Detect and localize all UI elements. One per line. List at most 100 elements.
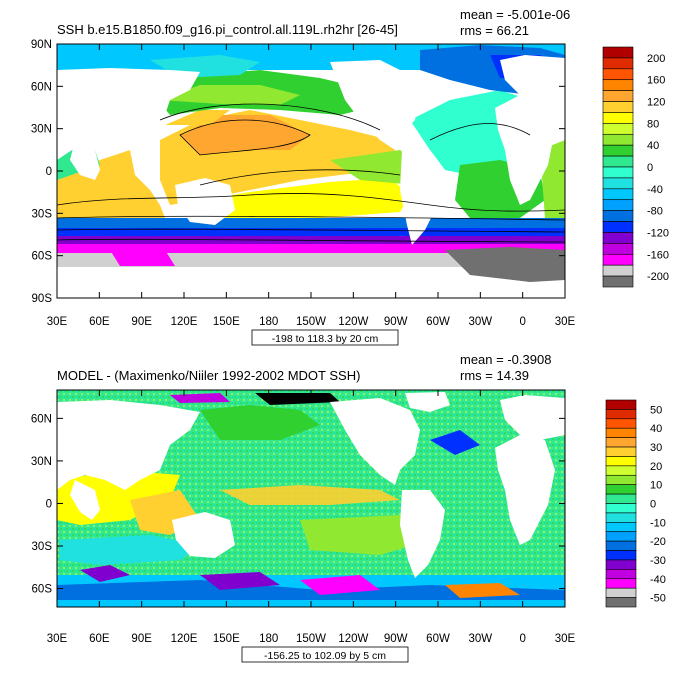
ssh-colorbar-swatch (602, 79, 634, 91)
diff-colorbar-swatch (605, 474, 637, 485)
land-australia (172, 512, 235, 558)
ssh-panel: SSH b.e15.B1850.f09_g16.pi_control.all.1… (31, 7, 669, 346)
diff-lon-label: 30E (555, 633, 576, 645)
diff-colorbar-label: 30 (650, 442, 662, 454)
ssh-lon-label: 180 (259, 316, 278, 328)
diff-colorbar-label: -10 (650, 517, 666, 529)
diff-colorbar-swatch (605, 493, 637, 504)
ssh-lon-label: 60E (89, 316, 110, 328)
diff-title: MODEL - (Maximenko/Niiler 1992-2002 MDOT… (57, 368, 360, 383)
ssh-colorbar-label: -200 (647, 271, 669, 283)
ssh-colorbar-swatch (602, 155, 634, 168)
diff-lat-label: 30N (31, 456, 52, 468)
ssh-lat-label: 30N (31, 124, 52, 136)
ssh-colorbar-label: 120 (647, 97, 665, 109)
diff-colorbar-label: 0 (650, 499, 656, 511)
ssh-region (165, 110, 230, 125)
diff-colorbar-swatch (605, 437, 637, 448)
ssh-rms: rms = 66.21 (460, 23, 529, 38)
diff-colorbar-swatch (605, 522, 637, 533)
land-greenland (405, 392, 450, 412)
ssh-colorbar-label: -40 (647, 184, 663, 196)
ssh-band (57, 244, 565, 253)
ssh-colorbar-swatch (602, 101, 634, 113)
diff-lon-label: 30W (469, 633, 493, 645)
ssh-colorbar-swatch (602, 199, 634, 211)
diff-lon-label: 60E (89, 633, 110, 645)
ssh-lat-label: 90S (32, 293, 53, 305)
diff-region (170, 393, 230, 403)
diff-colorbar-swatch (605, 578, 637, 589)
land-india (70, 140, 100, 180)
ssh-colorbar-label: 80 (647, 118, 659, 130)
ssh-region (180, 115, 310, 155)
ssh-colorbar-swatch (602, 57, 634, 70)
diff-region (80, 565, 130, 582)
model-diff-panel: MODEL - (Maximenko/Niiler 1992-2002 MDOT… (31, 352, 666, 663)
ssh-lon-label: 90W (384, 316, 408, 328)
land-africa (495, 435, 555, 545)
ssh-title: SSH b.e15.B1850.f09_g16.pi_control.all.1… (57, 22, 398, 37)
diff-colorbar-label: -30 (650, 555, 666, 567)
diff-colorbar-swatch (605, 399, 637, 410)
land-south-america (400, 490, 445, 578)
diff-map (57, 390, 565, 607)
ssh-band (57, 218, 565, 228)
diff-colorbar-label: 10 (650, 480, 662, 492)
diff-colorbar-swatch (605, 503, 637, 514)
diff-lat-label: 60N (31, 413, 52, 425)
ssh-colorbar-label: 200 (647, 53, 665, 65)
diff-region (255, 393, 340, 405)
diff-colorbar-swatch (605, 427, 637, 438)
diff-colorbar-label: 20 (650, 461, 662, 473)
diff-lat-label: 30S (32, 541, 53, 553)
diff-colorbar-label: 40 (650, 423, 662, 435)
ssh-range-label: -198 to 118.3 by 20 cm (272, 333, 379, 345)
land-europe (500, 55, 565, 100)
ssh-colorbar-swatch (602, 123, 634, 135)
diff-region (445, 583, 520, 598)
ssh-colorbar-label: 160 (647, 75, 665, 87)
diff-lon-label: 120E (171, 633, 198, 645)
diff-lon-label: 180 (259, 633, 278, 645)
ssh-mean: mean = -5.001e-06 (460, 7, 570, 22)
diff-mean: mean = -0.3908 (460, 352, 551, 367)
diff-colorbar-label: -20 (650, 536, 666, 548)
diff-colorbar-swatch (605, 559, 637, 570)
ssh-colorbar-swatch (602, 275, 634, 288)
diff-colorbar-swatch (605, 484, 637, 495)
ssh-lat-label: 60N (31, 81, 52, 93)
ssh-range-box (251, 329, 399, 346)
ssh-colorbar-swatch (602, 46, 634, 59)
diff-lon-label: 150E (213, 633, 240, 645)
ssh-colorbar-label: -80 (647, 206, 663, 218)
ssh-colorbar-swatch (602, 188, 634, 201)
ssh-colorbar-label: -160 (647, 249, 669, 261)
ssh-lon-label: 150W (296, 316, 326, 328)
diff-lon-label: 150W (296, 633, 326, 645)
diff-lat-label: 0 (46, 498, 52, 510)
ssh-lon-label: 30W (469, 316, 493, 328)
diff-colorbar-swatch (605, 540, 637, 551)
diff-rms: rms = 14.39 (460, 368, 529, 383)
ssh-band (57, 253, 565, 267)
ssh-colorbar-swatch (602, 133, 634, 146)
diff-colorbar-swatch (605, 465, 637, 476)
land-europe (500, 395, 565, 440)
diff-colorbar-swatch (605, 418, 637, 429)
diff-lon-label: 30E (47, 633, 68, 645)
diff-region (57, 580, 565, 600)
ssh-colorbar-swatch (602, 112, 634, 124)
ssh-colorbar-swatch (602, 177, 634, 190)
ssh-map (57, 44, 565, 298)
diff-region (300, 515, 430, 555)
ssh-region (160, 85, 300, 105)
ssh-colorbar-label: 40 (647, 140, 659, 152)
diff-colorbar-swatch (605, 531, 637, 542)
land-eurasia (57, 68, 200, 150)
ssh-region (200, 178, 410, 218)
diff-colorbar-swatch (605, 456, 637, 467)
diff-region (300, 575, 380, 595)
land-antarctica (57, 267, 565, 298)
diff-region (200, 572, 280, 590)
